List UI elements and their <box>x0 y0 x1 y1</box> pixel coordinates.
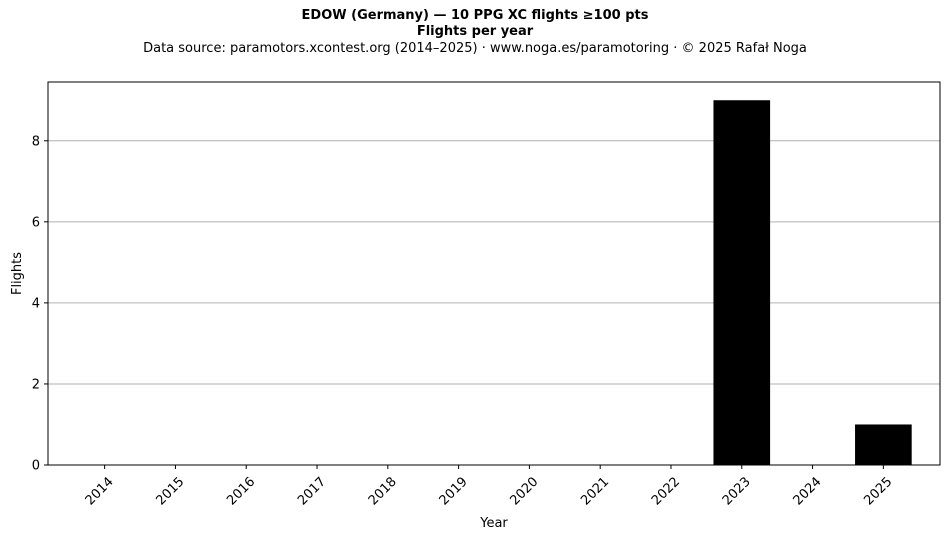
x-tick-label: 2024 <box>791 474 825 508</box>
chart-source-note: Data source: paramotors.xcontest.org (20… <box>143 41 807 56</box>
x-tick-label: 2019 <box>437 474 471 508</box>
grid-layer <box>48 140 940 385</box>
bar-2023 <box>713 100 771 465</box>
x-tick-label: 2017 <box>295 474 329 508</box>
y-tick-label: 2 <box>32 377 40 392</box>
x-axis-label: Year <box>479 516 508 531</box>
x-tick-label: 2025 <box>861 474 895 508</box>
x-tick-label: 2016 <box>224 474 258 508</box>
y-tick-label: 0 <box>32 459 40 474</box>
chart-titles: EDOW (Germany) — 10 PPG XC flights ≥100 … <box>0 8 950 58</box>
x-tick-label: 2014 <box>83 474 117 508</box>
x-tick-label: 2022 <box>649 474 683 508</box>
bar-2025 <box>855 424 912 465</box>
x-tick-label: 2020 <box>507 474 541 508</box>
x-tick-label: 2015 <box>153 474 187 508</box>
x-tick-label: 2023 <box>720 474 754 508</box>
chart-title: EDOW (Germany) — 10 PPG XC flights ≥100 … <box>301 8 649 23</box>
y-tick-label: 4 <box>32 296 40 311</box>
chart-subtitle: Flights per year <box>416 24 534 39</box>
y-tick-label: 8 <box>32 134 40 149</box>
y-tick-label: 6 <box>32 215 40 230</box>
x-tick-label: 2018 <box>366 474 400 508</box>
bar-layer <box>713 100 912 465</box>
y-axis-label: Flights <box>10 252 25 295</box>
x-tick-label: 2021 <box>578 474 612 508</box>
plot-frame <box>47 81 941 466</box>
